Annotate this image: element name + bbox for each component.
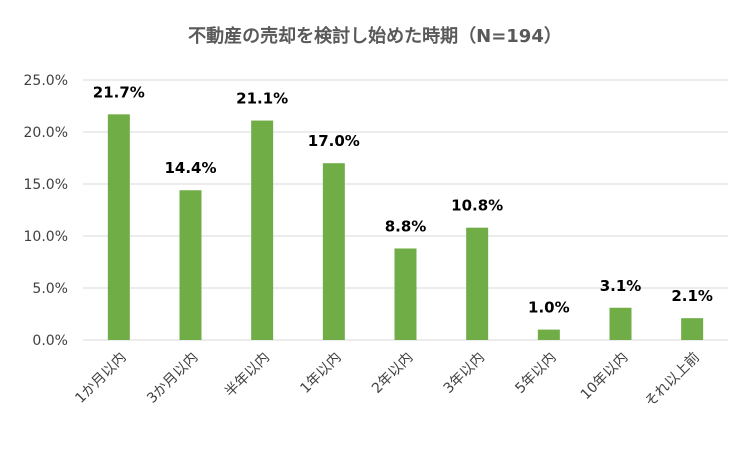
bar xyxy=(537,329,560,340)
y-tick-label: 25.0% xyxy=(24,73,68,89)
category-label: 1年以内 xyxy=(297,350,344,397)
category-label: 2年以内 xyxy=(369,350,416,397)
data-label: 2.1% xyxy=(671,287,713,305)
data-label: 3.1% xyxy=(600,277,642,295)
bar xyxy=(609,307,632,340)
data-label: 10.8% xyxy=(451,197,503,215)
category-label: 1か月以内 xyxy=(72,350,129,407)
y-tick-label: 15.0% xyxy=(24,177,68,193)
category-label: それ以上前 xyxy=(641,349,703,411)
category-label: 5年以内 xyxy=(512,350,559,397)
bar xyxy=(179,190,202,340)
y-tick-label: 5.0% xyxy=(32,281,68,297)
category-label: 3か月以内 xyxy=(144,350,201,407)
category-label: 10年以内 xyxy=(578,350,632,404)
category-label: 半年以内 xyxy=(222,350,273,401)
chart-title: 不動産の売却を検討し始めた時期（N=194） xyxy=(188,25,562,47)
bar xyxy=(322,163,345,340)
category-label: 3年以内 xyxy=(441,350,488,397)
data-label: 17.0% xyxy=(308,132,360,150)
data-label: 21.1% xyxy=(236,90,288,108)
bar xyxy=(394,248,417,340)
data-label: 14.4% xyxy=(164,159,216,177)
data-label: 8.8% xyxy=(385,217,427,235)
y-tick-label: 0.0% xyxy=(32,333,68,349)
bar xyxy=(466,227,489,340)
data-label: 21.7% xyxy=(93,83,145,101)
bar xyxy=(107,114,130,340)
y-tick-label: 20.0% xyxy=(24,125,68,141)
bar xyxy=(681,318,704,340)
y-tick-label: 10.0% xyxy=(24,229,68,245)
data-label: 1.0% xyxy=(528,299,570,317)
bar xyxy=(251,120,274,340)
